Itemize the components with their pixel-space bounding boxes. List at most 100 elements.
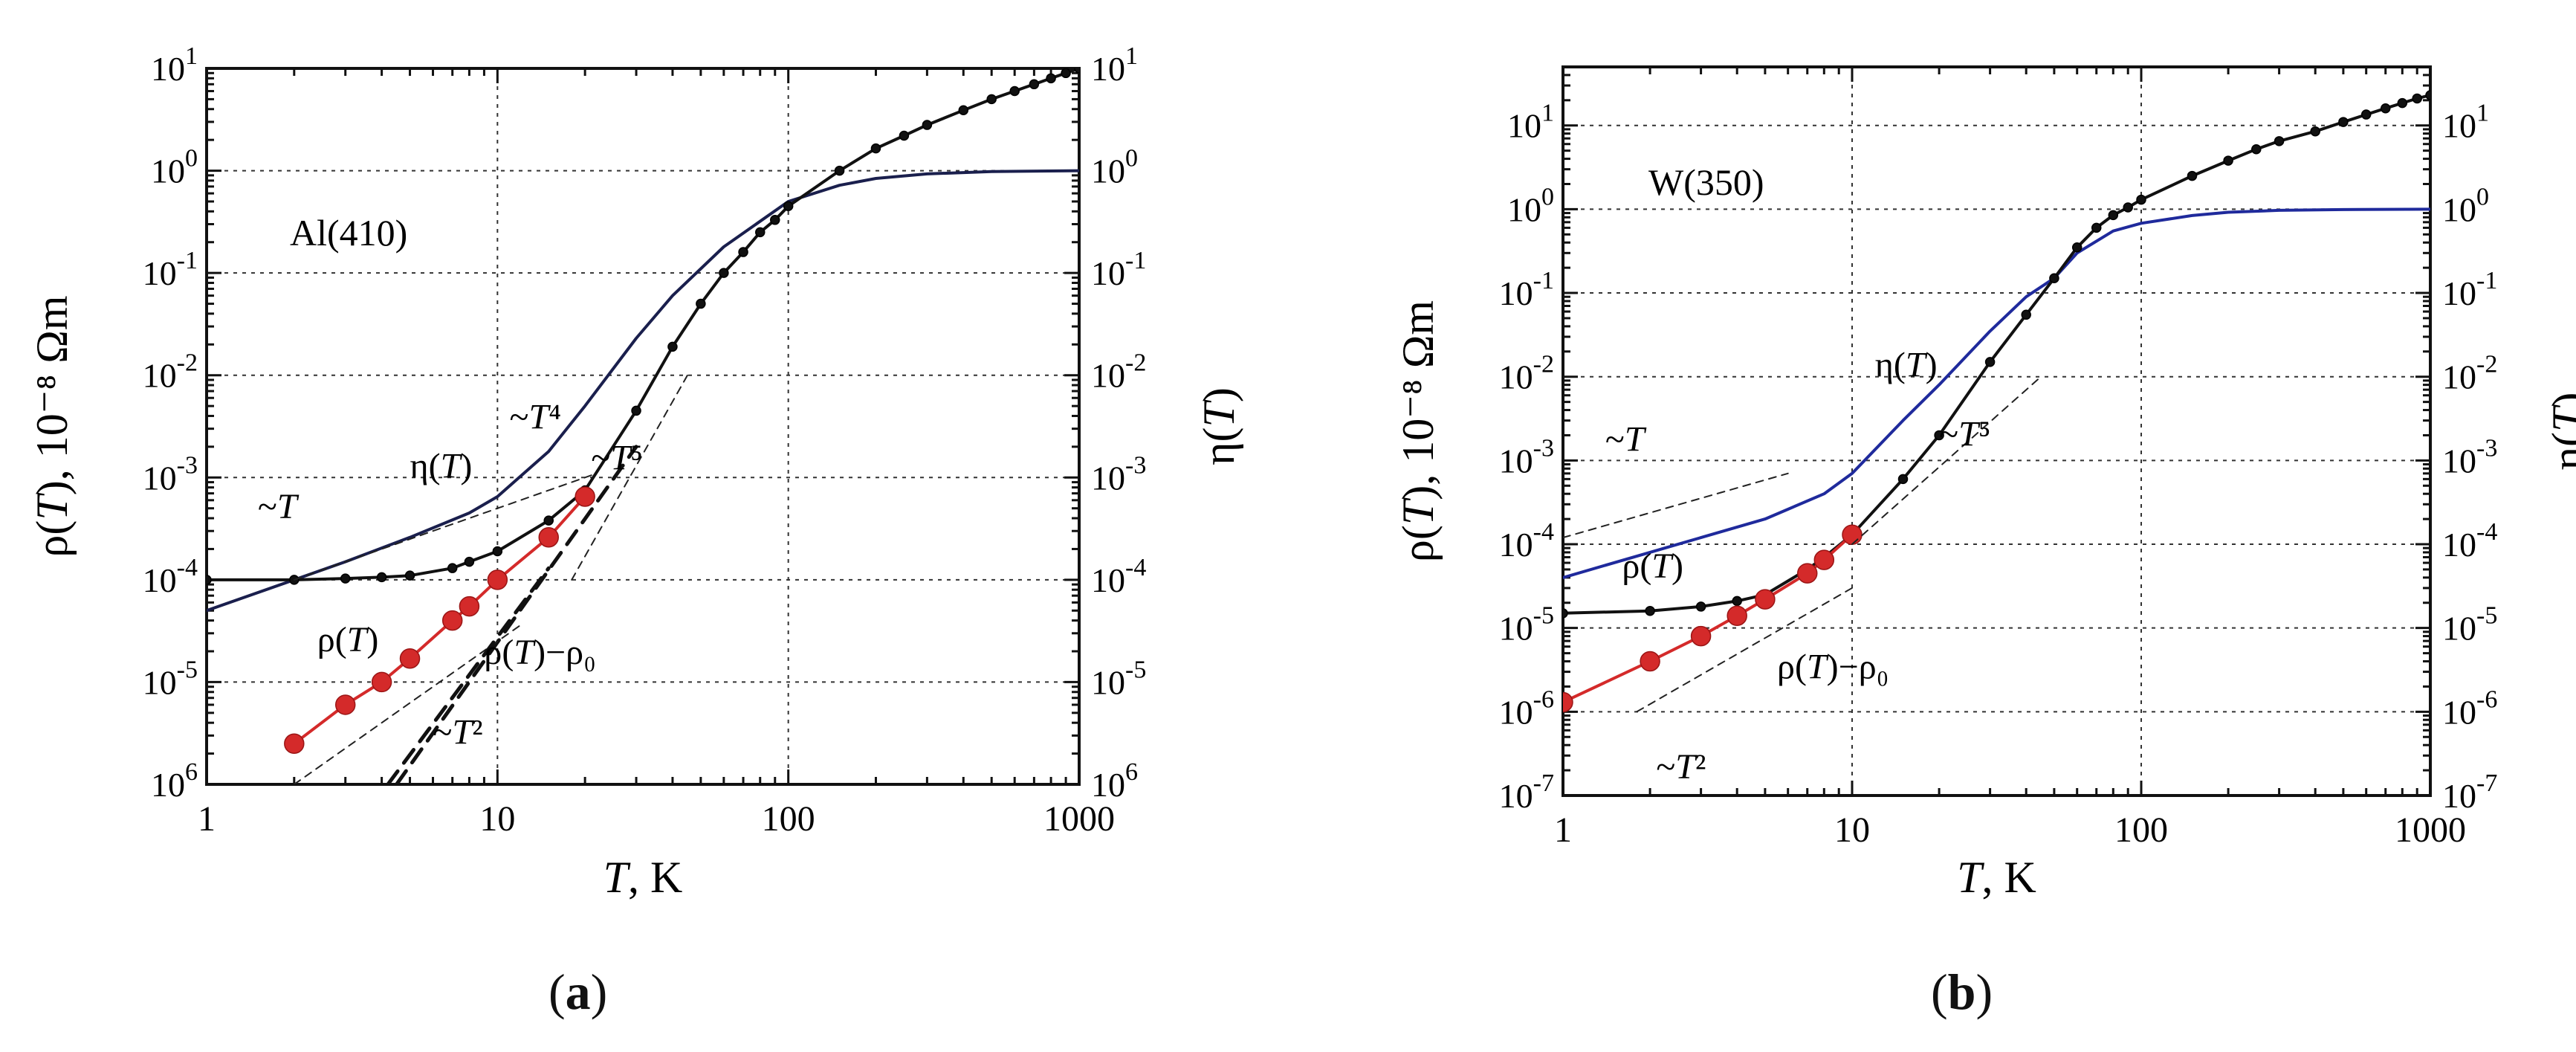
- data-point: [1695, 601, 1706, 612]
- y-tick-label-right: 106: [1091, 758, 1138, 804]
- series-line: [395, 445, 638, 784]
- x-tick-label: 100: [762, 799, 815, 839]
- data-point: [1563, 608, 1568, 619]
- annotation-label: ρ(T): [317, 620, 379, 659]
- y-tick-label-left: 10-7: [1499, 769, 1554, 815]
- data-point: [738, 247, 748, 257]
- y-tick-label-right: 10-5: [2442, 602, 2497, 648]
- material-label: W(350): [1648, 161, 1764, 203]
- data-point: [2380, 103, 2391, 114]
- data-point: [284, 733, 305, 755]
- data-point: [783, 201, 794, 212]
- data-point: [1813, 549, 1835, 570]
- x-tick-label: 1: [198, 799, 216, 839]
- y-tick-label-right: 10-4: [1091, 554, 1146, 599]
- annotation-label: ~T⁴: [510, 398, 561, 437]
- data-point: [2108, 210, 2119, 221]
- series-line: [293, 472, 598, 581]
- data-point: [631, 405, 641, 416]
- y-tick-label-left: 10-1: [1499, 267, 1554, 312]
- data-point: [2425, 90, 2430, 100]
- data-point: [2338, 117, 2349, 127]
- annotation-label: ~T: [258, 487, 300, 526]
- y-axis-title-left: ρ(T), 10⁻⁸ Ωm: [1394, 300, 1443, 562]
- data-point: [2412, 93, 2422, 104]
- y-tick-label-left: 10-5: [1499, 602, 1554, 648]
- y-tick-label-left: 10-3: [143, 451, 198, 497]
- x-tick-label: 1: [1554, 810, 1572, 850]
- y-tick-label-right: 10-6: [2442, 685, 2497, 731]
- y-tick-label-left: 10-3: [1499, 434, 1554, 480]
- y-tick-label-left: 106: [151, 758, 198, 804]
- x-axis-title: T, K: [603, 853, 683, 902]
- x-tick-label: 1000: [2395, 810, 2466, 850]
- y-tick-label-left: 100: [151, 145, 198, 190]
- series-group: [1563, 90, 2430, 713]
- y-tick-label-right: 100: [1091, 145, 1138, 190]
- annotation-label: ~T⁵: [591, 438, 642, 477]
- data-point: [986, 94, 997, 105]
- data-point: [2360, 109, 2372, 120]
- data-point: [376, 572, 387, 583]
- panel-caption-a: (a): [548, 964, 608, 1020]
- data-point: [2397, 97, 2408, 109]
- series-line: [293, 624, 522, 784]
- material-label: Al(410): [290, 212, 407, 254]
- data-point: [770, 215, 780, 225]
- data-point: [340, 573, 351, 584]
- data-point: [464, 556, 475, 567]
- annotation-label: ρ(T)−ρ₀: [484, 633, 595, 672]
- x-tick-label: 10: [1834, 810, 1870, 850]
- x-tick-label: 100: [2114, 810, 2168, 850]
- data-point: [1563, 691, 1573, 713]
- annotation-label: ~T⁵: [1939, 415, 1990, 454]
- data-point: [1755, 589, 1776, 610]
- y-tick-label-left: 10-5: [143, 656, 198, 701]
- data-point: [719, 268, 729, 278]
- data-point: [922, 120, 933, 130]
- y-tick-label-right: 10-4: [2442, 518, 2497, 564]
- data-point: [543, 515, 554, 526]
- annotation-label: ~T: [1605, 420, 1647, 459]
- data-point: [404, 570, 415, 581]
- data-point: [1842, 524, 1863, 545]
- data-point: [1029, 79, 1040, 90]
- data-point: [334, 694, 356, 715]
- data-point: [1009, 85, 1020, 97]
- data-point: [2223, 155, 2233, 166]
- series-line: [386, 566, 551, 784]
- data-point: [1984, 357, 1996, 367]
- data-point: [459, 596, 480, 617]
- series-line: [207, 68, 1079, 581]
- series-line: [1851, 375, 2042, 545]
- y-tick-label-right: 10-5: [1091, 656, 1146, 701]
- data-point: [1796, 563, 1818, 584]
- y-tick-label-left: 10-1: [143, 247, 198, 292]
- y-tick-label-right: 10-2: [1091, 349, 1146, 395]
- y-tick-label-right: 10-3: [1091, 451, 1146, 497]
- panel-caption-b: (b): [1931, 964, 1993, 1020]
- data-point: [754, 227, 766, 238]
- y-tick-label-left: 101: [1507, 100, 1554, 145]
- y-tick-label-left: 100: [1507, 183, 1554, 228]
- data-point: [441, 610, 463, 631]
- annotation-label: ρ(T): [1622, 546, 1683, 586]
- data-point: [492, 546, 503, 557]
- data-point: [1046, 73, 1056, 84]
- data-point: [1061, 68, 1071, 79]
- annotation-label: η(T): [410, 446, 473, 485]
- series-line: [1563, 207, 2430, 579]
- y-tick-label-left: 101: [151, 42, 198, 88]
- series-line: [1563, 472, 1789, 539]
- y-tick-label-right: 10-2: [2442, 351, 2497, 396]
- series-group: [207, 68, 1079, 784]
- data-point: [538, 527, 559, 548]
- data-point: [667, 341, 678, 352]
- y-tick-label-right: 101: [1091, 42, 1138, 88]
- y-tick-label-left: 10-2: [143, 349, 198, 395]
- y-tick-label-right: 10-7: [2442, 769, 2497, 815]
- y-tick-label-left: 10-6: [1499, 685, 1554, 731]
- annotation-label: ρ(T)−ρ₀: [1777, 648, 1889, 687]
